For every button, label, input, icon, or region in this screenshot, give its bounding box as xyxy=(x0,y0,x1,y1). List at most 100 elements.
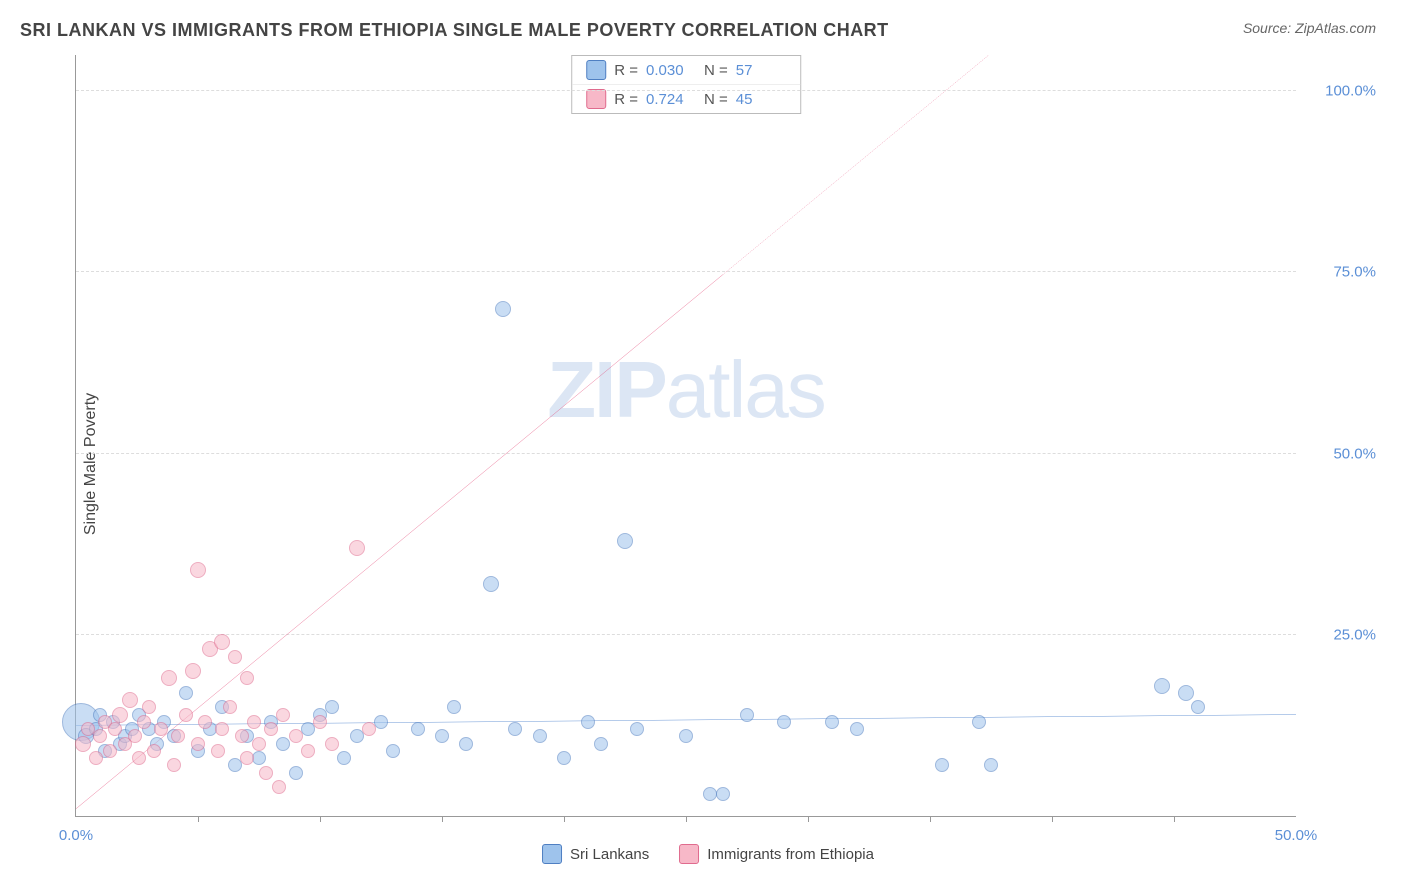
scatter-point xyxy=(247,715,261,729)
xtick-label: 50.0% xyxy=(1275,827,1318,844)
ytick-label: 100.0% xyxy=(1325,83,1376,100)
scatter-point xyxy=(325,737,339,751)
scatter-point xyxy=(122,692,138,708)
scatter-point xyxy=(984,758,998,772)
scatter-point xyxy=(325,700,339,714)
scatter-point xyxy=(132,751,146,765)
scatter-point xyxy=(1191,700,1205,714)
scatter-point xyxy=(581,715,595,729)
scatter-point xyxy=(289,766,303,780)
scatter-point xyxy=(137,715,151,729)
legend-label: Immigrants from Ethiopia xyxy=(707,846,874,863)
trend-layer xyxy=(76,55,1296,816)
xtick-mark xyxy=(686,816,687,822)
scatter-point xyxy=(630,722,644,736)
scatter-point xyxy=(617,533,633,549)
scatter-point xyxy=(289,729,303,743)
scatter-point xyxy=(179,708,193,722)
scatter-point xyxy=(362,722,376,736)
scatter-point xyxy=(349,540,365,556)
scatter-point xyxy=(483,576,499,592)
xtick-label: 0.0% xyxy=(59,827,93,844)
scatter-point xyxy=(386,744,400,758)
scatter-point xyxy=(252,751,266,765)
scatter-point xyxy=(850,722,864,736)
bottom-legend: Sri Lankans Immigrants from Ethiopia xyxy=(542,844,874,864)
scatter-point xyxy=(935,758,949,772)
scatter-point xyxy=(972,715,986,729)
xtick-mark xyxy=(930,816,931,822)
scatter-point xyxy=(93,729,107,743)
scatter-point xyxy=(179,686,193,700)
ytick-label: 75.0% xyxy=(1333,264,1376,281)
scatter-point xyxy=(264,722,278,736)
xtick-mark xyxy=(198,816,199,822)
scatter-point xyxy=(191,737,205,751)
xtick-mark xyxy=(808,816,809,822)
scatter-point xyxy=(533,729,547,743)
scatter-point xyxy=(185,663,201,679)
legend-label: Sri Lankans xyxy=(570,846,649,863)
scatter-point xyxy=(337,751,351,765)
scatter-point xyxy=(679,729,693,743)
scatter-point xyxy=(240,671,254,685)
scatter-point xyxy=(89,751,103,765)
scatter-point xyxy=(459,737,473,751)
scatter-point xyxy=(147,744,161,758)
scatter-point xyxy=(103,744,117,758)
scatter-point xyxy=(594,737,608,751)
plot-area: ZIPatlas R = 0.030 N = 57 R = 0.724 N = … xyxy=(75,55,1296,817)
scatter-point xyxy=(190,562,206,578)
scatter-point xyxy=(167,758,181,772)
scatter-point xyxy=(825,715,839,729)
legend-item: Immigrants from Ethiopia xyxy=(679,844,874,864)
xtick-mark xyxy=(1174,816,1175,822)
scatter-point xyxy=(211,744,225,758)
scatter-point xyxy=(411,722,425,736)
legend-swatch xyxy=(542,844,562,864)
scatter-point xyxy=(1178,685,1194,701)
scatter-point xyxy=(171,729,185,743)
scatter-point xyxy=(447,700,461,714)
scatter-point xyxy=(128,729,142,743)
chart-title: SRI LANKAN VS IMMIGRANTS FROM ETHIOPIA S… xyxy=(20,20,889,41)
scatter-point xyxy=(374,715,388,729)
scatter-point xyxy=(495,301,511,317)
scatter-point xyxy=(108,722,122,736)
scatter-point xyxy=(198,715,212,729)
chart-container: Single Male Poverty ZIPatlas R = 0.030 N… xyxy=(30,55,1386,872)
scatter-point xyxy=(228,650,242,664)
scatter-point xyxy=(161,670,177,686)
ytick-label: 25.0% xyxy=(1333,626,1376,643)
scatter-point xyxy=(276,708,290,722)
scatter-point xyxy=(301,744,315,758)
xtick-mark xyxy=(564,816,565,822)
scatter-point xyxy=(215,722,229,736)
scatter-point xyxy=(214,634,230,650)
scatter-point xyxy=(313,715,327,729)
scatter-point xyxy=(142,700,156,714)
ytick-label: 50.0% xyxy=(1333,445,1376,462)
legend-swatch xyxy=(679,844,699,864)
scatter-point xyxy=(777,715,791,729)
scatter-point xyxy=(259,766,273,780)
scatter-point xyxy=(223,700,237,714)
scatter-point xyxy=(75,736,91,752)
xtick-mark xyxy=(442,816,443,822)
scatter-point xyxy=(1154,678,1170,694)
legend-item: Sri Lankans xyxy=(542,844,649,864)
scatter-point xyxy=(716,787,730,801)
scatter-point xyxy=(240,751,254,765)
scatter-point xyxy=(235,729,249,743)
scatter-point xyxy=(435,729,449,743)
scatter-point xyxy=(508,722,522,736)
xtick-mark xyxy=(320,816,321,822)
scatter-point xyxy=(154,722,168,736)
source-label: Source: xyxy=(1243,20,1291,36)
source-value: ZipAtlas.com xyxy=(1295,20,1376,36)
scatter-point xyxy=(112,707,128,723)
xtick-mark xyxy=(1052,816,1053,822)
scatter-point xyxy=(740,708,754,722)
scatter-point xyxy=(272,780,286,794)
scatter-point xyxy=(557,751,571,765)
